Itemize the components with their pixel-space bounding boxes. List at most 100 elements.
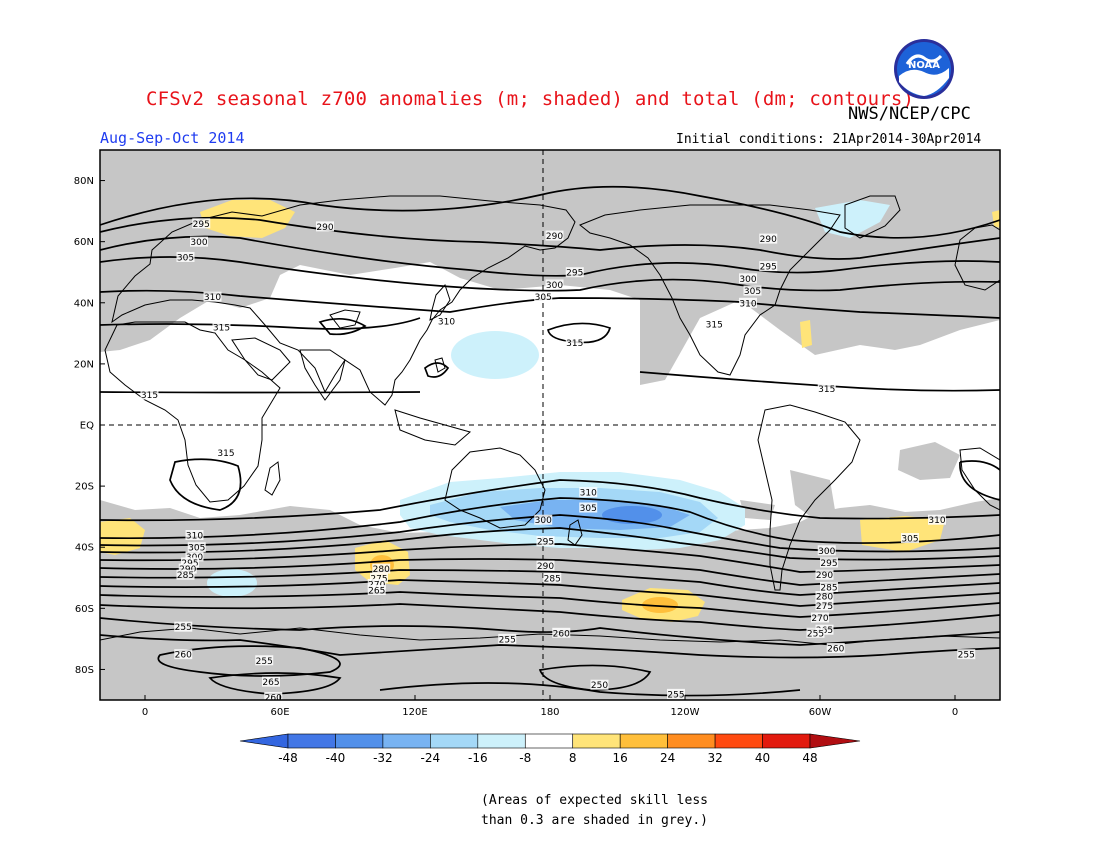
contour-label: 300 [818, 547, 835, 557]
contour-label: 315 [141, 391, 158, 401]
contour-label: 250 [591, 681, 608, 691]
contour-label-bg [372, 563, 391, 574]
colorbar-tick-label: 32 [707, 751, 722, 765]
atlantic-cool-anomaly [815, 200, 890, 238]
contour-label-bg [174, 649, 193, 660]
latitude-label: 80N [74, 176, 94, 187]
colorbar-tick-label: 40 [755, 751, 770, 765]
contour-label: 300 [535, 516, 552, 526]
africa-coast [104, 321, 281, 503]
longitude-labels: 0 60E 120E 180 120W 60W 0 [142, 695, 958, 718]
contour-label: 290 [316, 223, 333, 233]
contour-label-bg [176, 569, 195, 580]
contour-label-bg [739, 297, 757, 308]
contour-label: 255 [667, 690, 684, 700]
contour-290-north [100, 185, 1000, 239]
contour-label: 305 [177, 253, 194, 263]
contour-label-bg [140, 389, 159, 400]
contour-label: 270 [811, 614, 828, 624]
contour-label-bg [187, 542, 206, 553]
contour-label-bg [705, 319, 724, 330]
colorbar-tick-label: 16 [613, 751, 628, 765]
contour-label-bg [552, 627, 571, 638]
latitude-labels: 80N 60N 40N 20N EQ 20S 40S 60S 80S [74, 176, 105, 676]
africa-coast-east [959, 447, 1000, 511]
contour-label: 305 [188, 544, 205, 554]
colorbar-tick-label: -24 [421, 751, 441, 765]
contour-310-south [100, 479, 1000, 522]
contour-label: 285 [820, 583, 837, 593]
contour-label: 260 [827, 645, 844, 655]
latitude-label: 60S [75, 604, 94, 615]
map-panel: 295 2903003053103152902953003053103152902… [100, 150, 1000, 700]
contour-label: 310 [580, 489, 597, 499]
colorbar-tick-label: -16 [468, 751, 488, 765]
contour-label-bg [255, 655, 274, 666]
colorbar-tick-label: -40 [326, 751, 346, 765]
india-coast [299, 349, 346, 401]
colorbar-tick-label: -8 [519, 751, 531, 765]
contour-label-bg [817, 545, 836, 556]
contour-label: 310 [739, 299, 756, 309]
contour-270-south [100, 591, 1000, 618]
contour-label-bg [815, 591, 834, 602]
contour-label-bg [367, 585, 386, 595]
contour-label-bg [811, 612, 829, 623]
colorbar-high-arrow [809, 733, 861, 749]
contour-label: 310 [204, 293, 221, 303]
contour-label-bg [565, 337, 584, 348]
contour-label-bg [820, 581, 838, 592]
contour-label-bg [815, 569, 834, 580]
contour-label-bg [262, 676, 280, 687]
contour-label: 315 [818, 385, 835, 395]
contour-label: 315 [706, 321, 723, 331]
contour-label-bg [817, 383, 836, 394]
contour-315-pacific-loop [547, 322, 612, 344]
greenland-coast [844, 195, 901, 239]
colorbar-tick-label: 48 [802, 751, 817, 765]
contour-label: 295 [820, 559, 837, 569]
contour-label-bg [579, 487, 598, 498]
contour-label: 300 [739, 275, 756, 285]
agency-label: NWS/NCEP/CPC [848, 104, 971, 124]
contour-label-bg [901, 533, 919, 544]
latitude-label: 60N [74, 237, 94, 248]
contour-label: 315 [217, 449, 234, 459]
contour-label-bg [759, 233, 778, 244]
contour-label: 280 [816, 593, 833, 603]
arabia-coast [231, 337, 291, 381]
north-america-coast [579, 204, 841, 376]
antarctica-coast [100, 627, 1000, 646]
latitude-label: 40S [75, 543, 94, 554]
contour-label: 290 [546, 232, 563, 242]
colorbar-tick-label: -32 [373, 751, 393, 765]
contour-label-bg [174, 621, 193, 632]
contour-315-small-loop [318, 317, 367, 336]
contour-label: 310 [928, 516, 945, 526]
contour-255-antarctic [379, 682, 801, 697]
contour-label-bg [437, 316, 456, 327]
contour-label: 255 [499, 635, 516, 645]
contour-260-antarctic [157, 645, 341, 677]
noaa-logo-text: NOAA [908, 60, 940, 71]
contour-label: 285 [544, 574, 561, 584]
contour-290-south [100, 543, 1000, 573]
longitude-label: 0 [142, 707, 148, 718]
contour-label: 265 [262, 678, 279, 688]
contour-295-north [100, 216, 1000, 260]
contour-label-bg [185, 530, 204, 540]
contour-label-bg [370, 572, 388, 583]
madagascar-coast [264, 461, 281, 496]
contour-label: 290 [816, 571, 833, 581]
contour-label: 260 [175, 651, 192, 661]
low-skill-shading [100, 150, 1000, 700]
contour-305-south [100, 497, 1000, 544]
season-label: Aug-Sep-Oct 2014 [100, 129, 245, 147]
contour-label: 255 [958, 651, 975, 661]
contour-label-bg [543, 572, 562, 583]
latitude-label: 20N [74, 359, 94, 370]
contour-label: 255 [256, 657, 273, 667]
longitude-label: 120E [402, 707, 427, 718]
contour-label: 275 [816, 602, 833, 612]
